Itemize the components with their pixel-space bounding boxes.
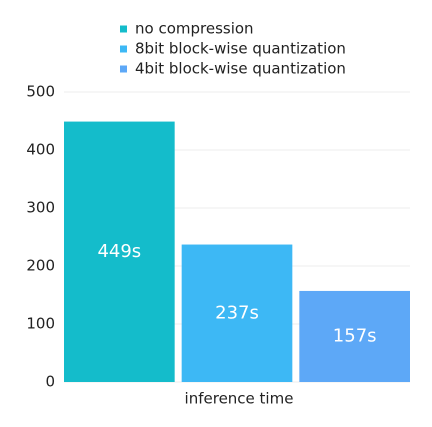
legend-label: no compression (135, 20, 254, 38)
bar (181, 244, 293, 382)
y-tick-label: 500 (26, 83, 55, 101)
x-tick-label: inference time (185, 390, 294, 408)
legend-label: 4bit block-wise quantization (135, 60, 346, 78)
value-label: 237s (215, 302, 259, 323)
value-label: 449s (97, 241, 141, 262)
legend-label: 8bit block-wise quantization (135, 40, 346, 58)
y-tick-label: 300 (26, 199, 55, 217)
value-label: 157s (333, 325, 377, 346)
y-tick-label: 0 (45, 373, 55, 391)
bar (299, 290, 410, 382)
legend-swatch (120, 25, 127, 33)
legend-swatch (120, 45, 127, 53)
y-tick-label: 100 (26, 315, 55, 333)
y-tick-label: 200 (26, 257, 55, 275)
bar (64, 121, 175, 382)
legend-swatch (120, 65, 127, 73)
y-tick-label: 400 (26, 141, 55, 159)
